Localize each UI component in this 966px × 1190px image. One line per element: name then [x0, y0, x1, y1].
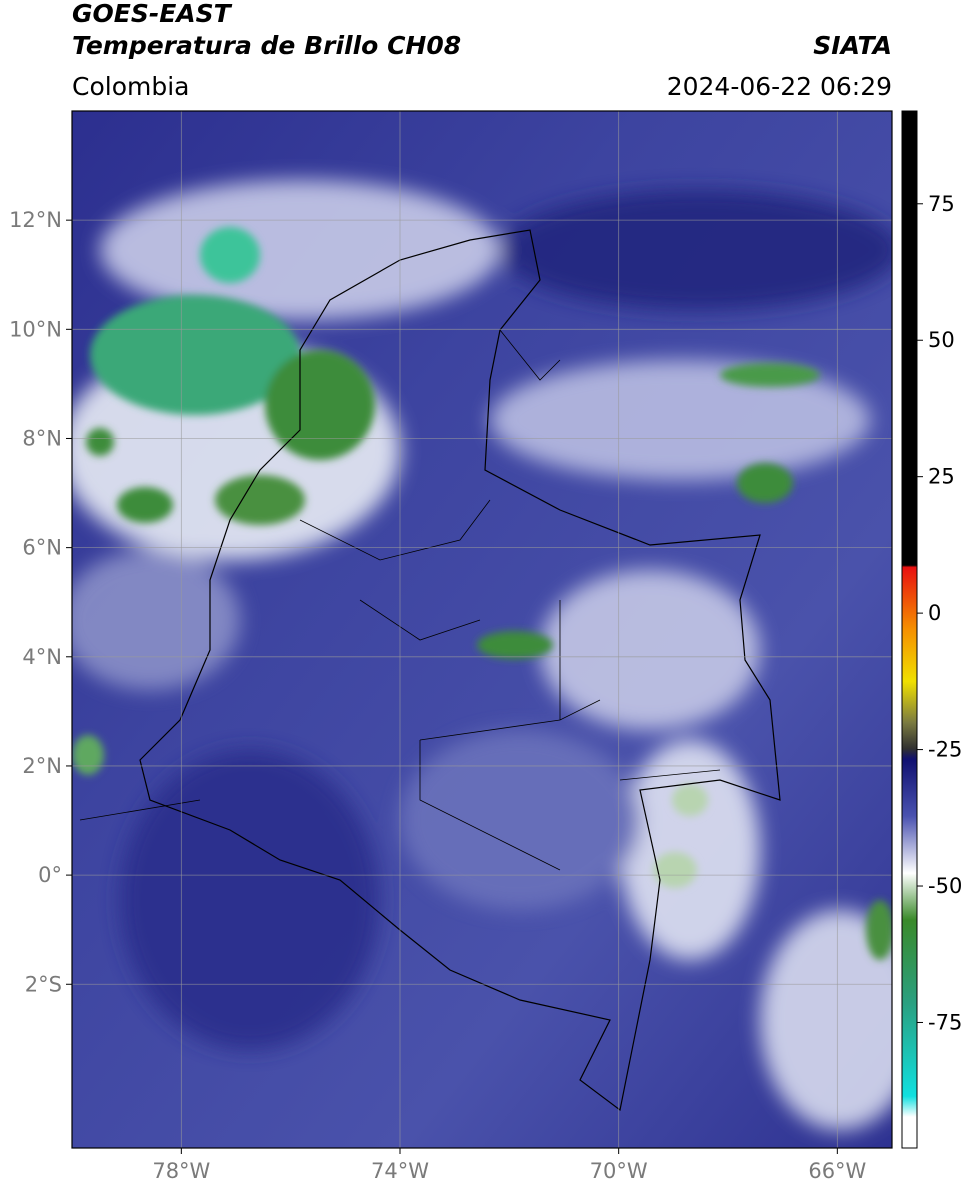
- colorbar: [901, 110, 918, 1149]
- colorbar-tick-label: 0: [928, 601, 941, 625]
- colorbar-tick-label: 50: [928, 328, 955, 352]
- colorbar-tick-label: 25: [928, 465, 955, 489]
- y-tick-label: 4°N: [22, 645, 62, 669]
- x-tick-label: 66°W: [808, 1159, 866, 1183]
- y-tick-label: 10°N: [9, 317, 62, 341]
- y-tick-label: 8°N: [22, 426, 62, 450]
- y-tick-label: 12°N: [9, 208, 62, 232]
- colorbar-tick-label: -50: [928, 874, 962, 898]
- y-tick-label: 2°N: [22, 754, 62, 778]
- agency: SIATA: [813, 31, 892, 60]
- region: Colombia: [72, 72, 189, 101]
- x-tick-label: 78°W: [152, 1159, 210, 1183]
- subtitle: Temperatura de Brillo CH08: [72, 31, 461, 60]
- satellite-image: [72, 111, 892, 1148]
- y-tick-label: 0°: [38, 863, 62, 887]
- colorbar-tick-label: -25: [928, 738, 962, 762]
- map-frame: [71, 110, 893, 1149]
- y-tick-label: 6°N: [22, 536, 62, 560]
- colorbar-tick-label: -75: [928, 1010, 962, 1034]
- datetime: 2024-06-22 06:29: [667, 72, 892, 101]
- colorbar-tick-label: 75: [928, 192, 955, 216]
- x-tick-label: 70°W: [590, 1159, 648, 1183]
- x-tick-label: 74°W: [371, 1159, 429, 1183]
- graticule: [72, 111, 892, 1148]
- title: GOES-EAST: [72, 0, 233, 28]
- y-tick-label: 2°S: [25, 972, 62, 996]
